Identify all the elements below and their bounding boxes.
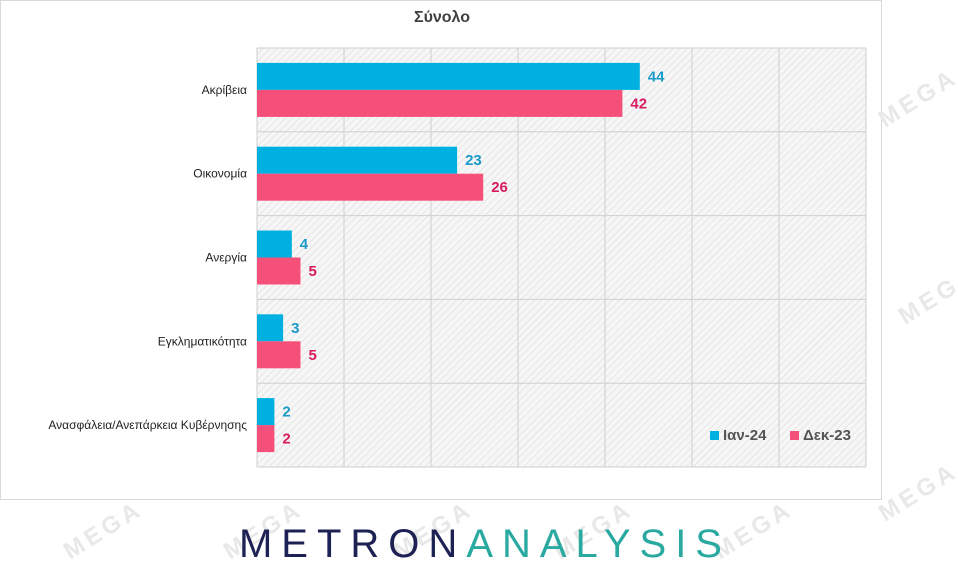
category-label: Οικονομία	[193, 167, 247, 181]
logo-text-analysis: ANALYSIS	[466, 522, 731, 566]
legend: Ιαν-24 Δεκ-23	[710, 427, 851, 444]
category-label: Ακρίβεια	[202, 83, 247, 97]
data-label: 42	[630, 95, 647, 112]
bar-ian24	[257, 230, 292, 258]
legend-label: Δεκ-23	[803, 427, 851, 444]
data-label: 44	[648, 68, 665, 85]
metron-analysis-logo: METRON ANALYSIS	[225, 522, 745, 566]
logo-text-metron: METRON	[238, 522, 467, 566]
bar-dek23	[257, 425, 275, 453]
watermark-text: MEGA	[894, 261, 958, 331]
data-label: 2	[282, 431, 290, 448]
category-labels: Ακρίβεια Οικονομία Ανεργία Εγκληματικότητα Α…	[48, 83, 247, 432]
plot-area	[257, 48, 866, 467]
chart-title: Σύνολο	[413, 9, 471, 26]
bar-dek23	[257, 341, 301, 369]
category-label: Εγκληματικότητα	[158, 334, 247, 348]
legend-swatch	[790, 431, 799, 440]
watermark-text: MEGA	[59, 496, 148, 566]
bar-ian24	[257, 398, 275, 426]
data-label: 5	[309, 347, 317, 364]
data-label: 23	[465, 152, 482, 169]
bar-dek23	[257, 89, 623, 117]
bar-dek23	[257, 257, 301, 285]
data-label: 3	[291, 320, 299, 337]
data-label: 4	[300, 236, 309, 253]
data-label: 2	[282, 404, 290, 421]
category-label: Ανασφάλεια/Ανεπάρκεια Κυβέρνησης	[48, 418, 247, 432]
data-label: 26	[491, 179, 508, 196]
bar-ian24	[257, 314, 284, 342]
data-label: 5	[309, 263, 317, 280]
legend-swatch	[710, 431, 719, 440]
bar-dek23	[257, 173, 484, 201]
bar-ian24	[257, 62, 640, 90]
watermark-text: MEGA	[874, 64, 958, 134]
bar-ian24	[257, 146, 458, 174]
legend-label: Ιαν-24	[723, 427, 767, 444]
category-label: Ανεργία	[205, 251, 247, 265]
watermark-text: MEGA	[874, 458, 958, 528]
